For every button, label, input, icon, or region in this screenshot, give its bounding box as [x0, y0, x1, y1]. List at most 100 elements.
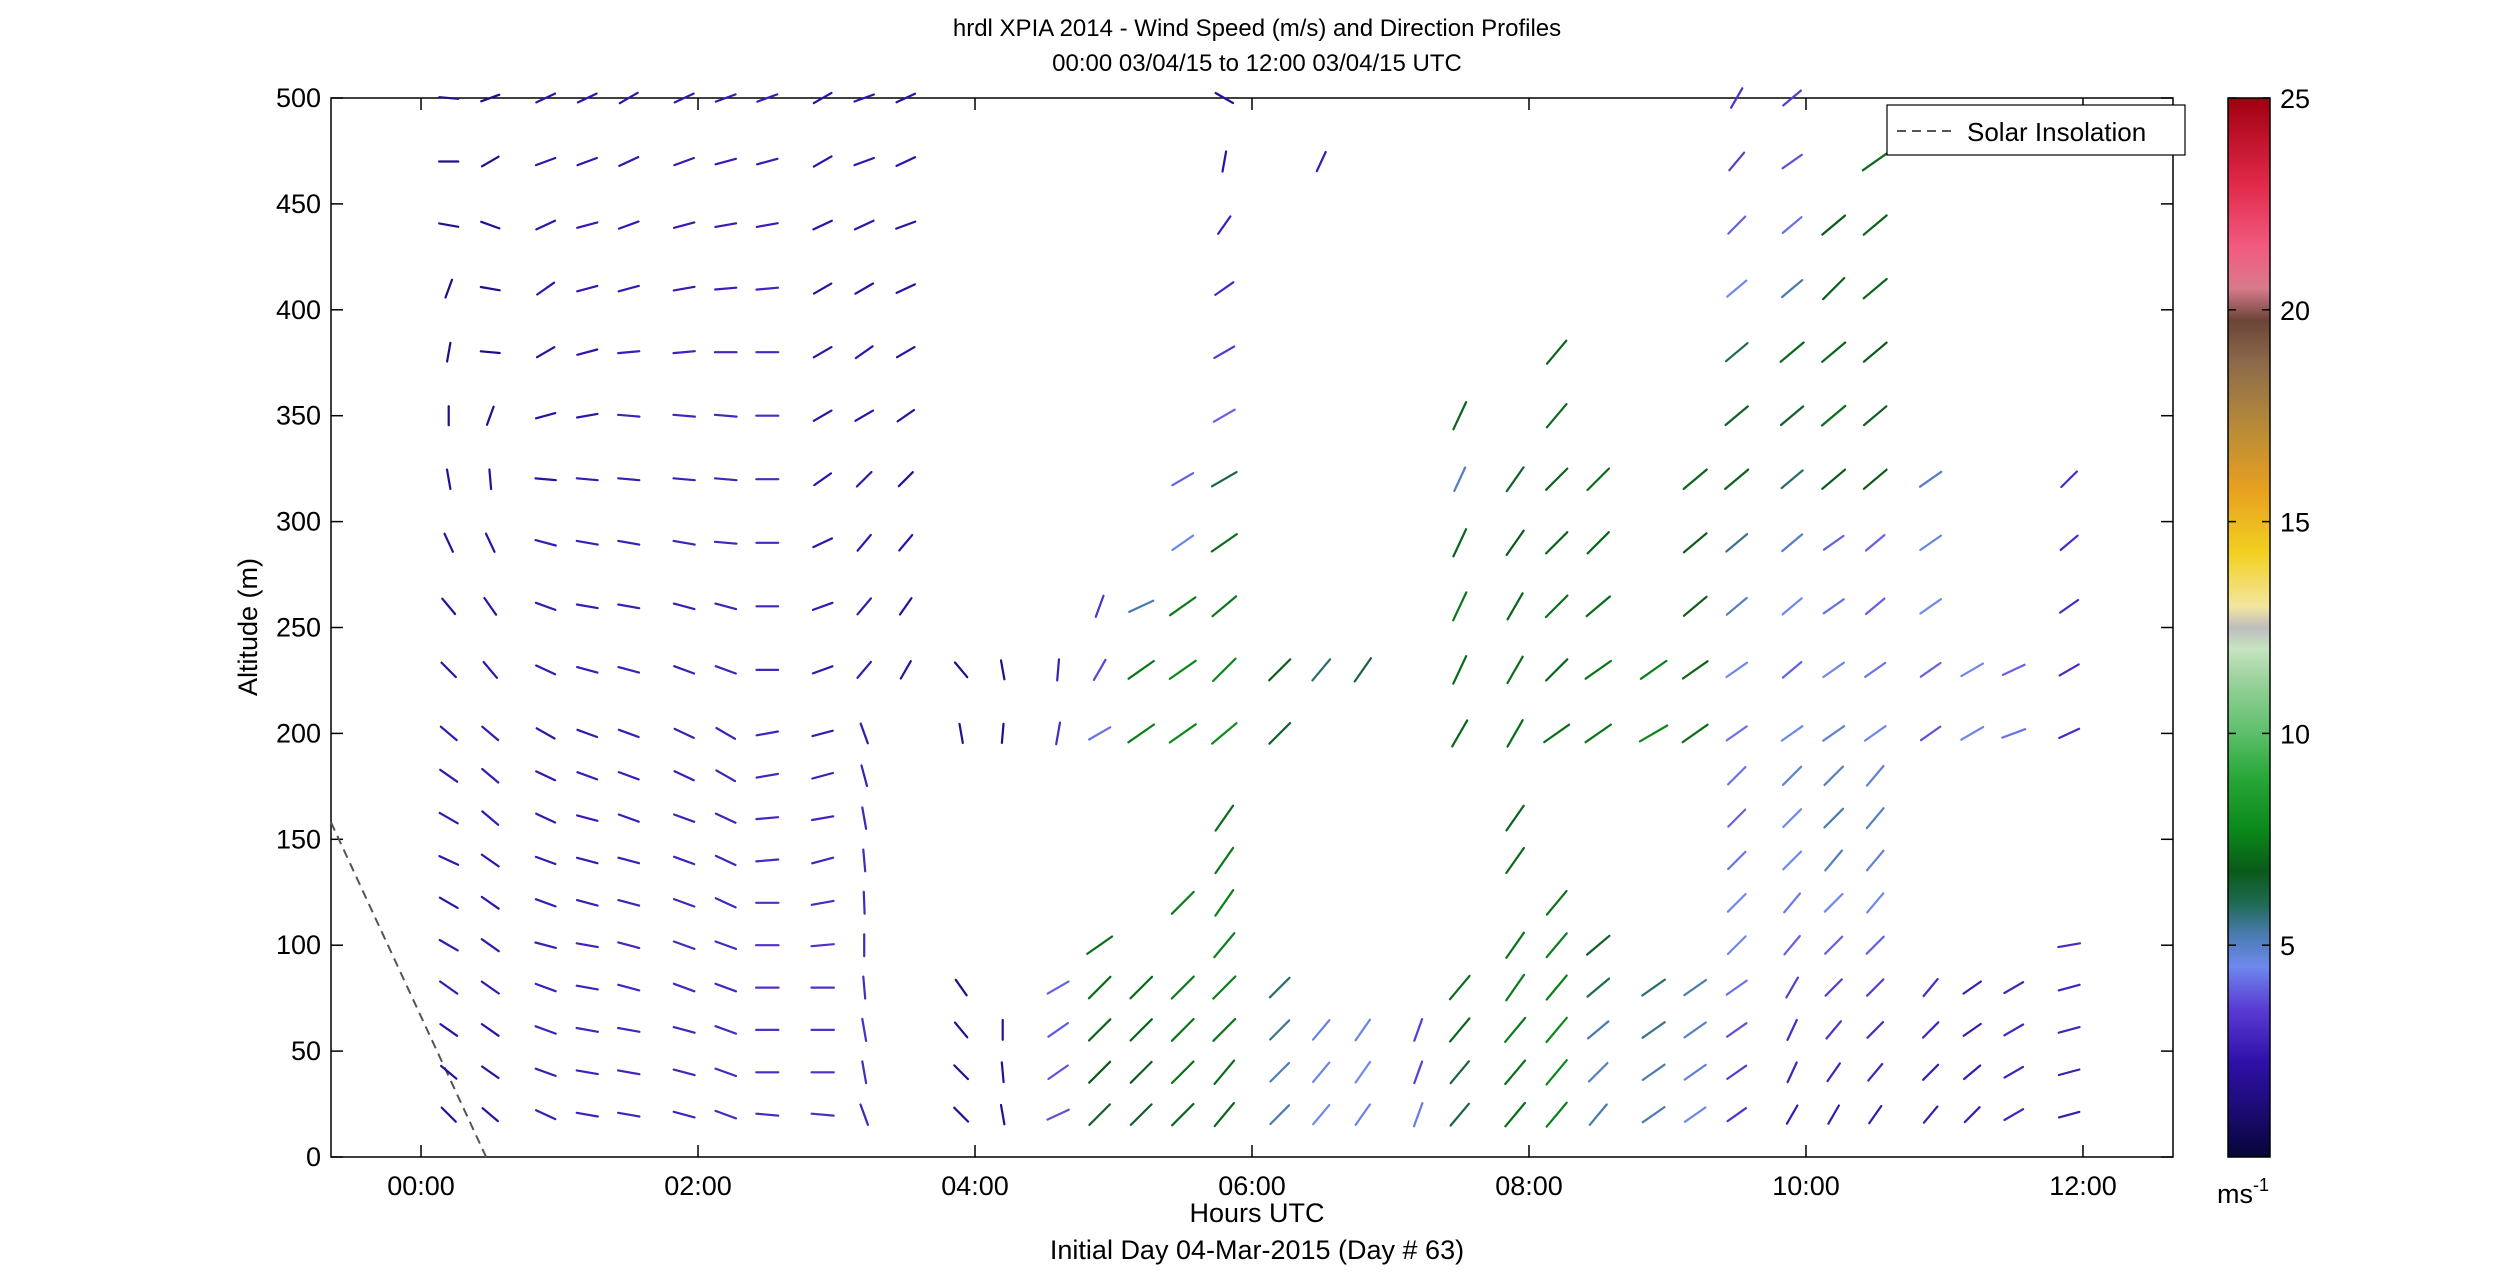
wind-vector — [1780, 279, 1804, 299]
wind-vector — [1269, 1019, 1291, 1041]
wind-vector — [1311, 658, 1332, 682]
wind-vector — [438, 938, 459, 952]
wind-vector — [439, 725, 458, 742]
wind-vector — [617, 898, 641, 907]
wind-vector — [1960, 725, 1985, 741]
wind-vector — [1088, 1060, 1112, 1084]
wind-vector — [1726, 765, 1747, 786]
wind-vector — [576, 221, 599, 229]
wind-vector — [954, 978, 968, 997]
y-tick-label: 200 — [276, 718, 321, 748]
wind-vector — [810, 1112, 835, 1117]
wind-vector — [1210, 532, 1238, 553]
wind-vector — [1092, 658, 1107, 682]
wind-vector — [1170, 1060, 1195, 1085]
wind-vector — [1781, 153, 1803, 170]
wind-vector — [440, 1064, 458, 1080]
wind-vector — [1727, 215, 1747, 235]
wind-vector — [1545, 1016, 1568, 1044]
wind-vector — [616, 1069, 641, 1076]
colorbar-tick-label: 5 — [2280, 931, 2295, 961]
wind-vector — [1781, 765, 1803, 786]
wind-vector — [1544, 658, 1569, 682]
wind-vector — [617, 770, 640, 781]
wind-vector — [618, 156, 640, 167]
wind-vector — [861, 1017, 868, 1043]
wind-vector — [2001, 663, 2026, 677]
wind-vector — [1729, 87, 1744, 109]
wind-vector — [1724, 405, 1749, 427]
wind-vector — [438, 96, 460, 100]
wind-vector — [617, 983, 641, 992]
wind-vector — [673, 770, 695, 782]
wind-vector — [856, 597, 873, 616]
wind-vector — [1268, 976, 1291, 999]
wind-vector — [895, 283, 917, 294]
wind-vector — [2060, 470, 2078, 489]
wind-vector — [2003, 1108, 2025, 1122]
wind-vector — [1781, 216, 1803, 234]
wind-vector — [1587, 1061, 1609, 1083]
wind-vector — [534, 982, 557, 993]
wind-vector — [810, 943, 835, 948]
wind-vector — [575, 856, 599, 865]
wind-vector — [575, 1026, 600, 1033]
wind-vector — [812, 155, 833, 168]
wind-vector — [439, 1022, 459, 1037]
wind-vector — [1000, 1061, 1005, 1084]
wind-vector — [1865, 807, 1885, 830]
wind-vector — [812, 537, 834, 549]
wind-vector — [755, 1112, 780, 1117]
wind-vector — [1785, 976, 1800, 999]
y-tick-label: 300 — [276, 507, 321, 537]
wind-vector — [1268, 721, 1292, 745]
x-tick-label: 04:00 — [941, 1171, 1009, 1201]
wind-vector — [1354, 1060, 1372, 1084]
wind-vector — [575, 539, 599, 546]
wind-vector — [1864, 661, 1887, 679]
wind-vector — [576, 348, 599, 356]
wind-vector — [673, 665, 696, 675]
y-tick-label: 0 — [306, 1142, 321, 1172]
wind-vector — [1544, 467, 1569, 491]
wind-vector — [443, 532, 454, 553]
wind-vector — [1825, 1020, 1843, 1040]
wind-vector — [1641, 1063, 1666, 1082]
wind-vector — [534, 855, 557, 866]
wind-vector — [755, 157, 779, 166]
wind-vector — [1639, 659, 1668, 680]
wind-vector — [535, 219, 557, 231]
wind-vector — [1727, 808, 1747, 828]
wind-vector — [1505, 846, 1526, 875]
wind-vector — [481, 1107, 499, 1123]
wind-vector — [714, 286, 738, 291]
wind-vector — [1823, 807, 1845, 829]
wind-vector — [1921, 1021, 1940, 1039]
wind-vector — [1864, 533, 1886, 552]
wind-vector — [713, 540, 738, 545]
wind-vector — [1962, 1064, 1982, 1081]
wind-vector — [1862, 277, 1888, 300]
wind-vector — [1724, 342, 1749, 363]
colorbar-unit: ms-1 — [2217, 1175, 2269, 1209]
wind-vector — [1088, 1103, 1112, 1127]
wind-vector — [1726, 1064, 1748, 1081]
wind-vector — [1127, 723, 1156, 744]
wind-vector — [715, 726, 737, 740]
wind-vector — [1682, 468, 1708, 490]
wind-vector — [444, 278, 454, 299]
wind-vector — [1452, 528, 1468, 558]
wind-vector — [480, 155, 500, 168]
wind-vector — [2058, 663, 2080, 677]
wind-vector — [480, 220, 501, 230]
wind-vector — [672, 1110, 696, 1119]
wind-vector — [899, 660, 912, 680]
wind-vector — [1641, 978, 1667, 997]
wind-vector — [1725, 725, 1748, 742]
wind-vector — [1681, 660, 1709, 680]
wind-vector — [1354, 1018, 1372, 1042]
wind-vector — [755, 772, 780, 779]
wind-vector — [485, 405, 495, 426]
wind-vector — [1504, 1016, 1527, 1043]
wind-vector — [958, 722, 964, 745]
